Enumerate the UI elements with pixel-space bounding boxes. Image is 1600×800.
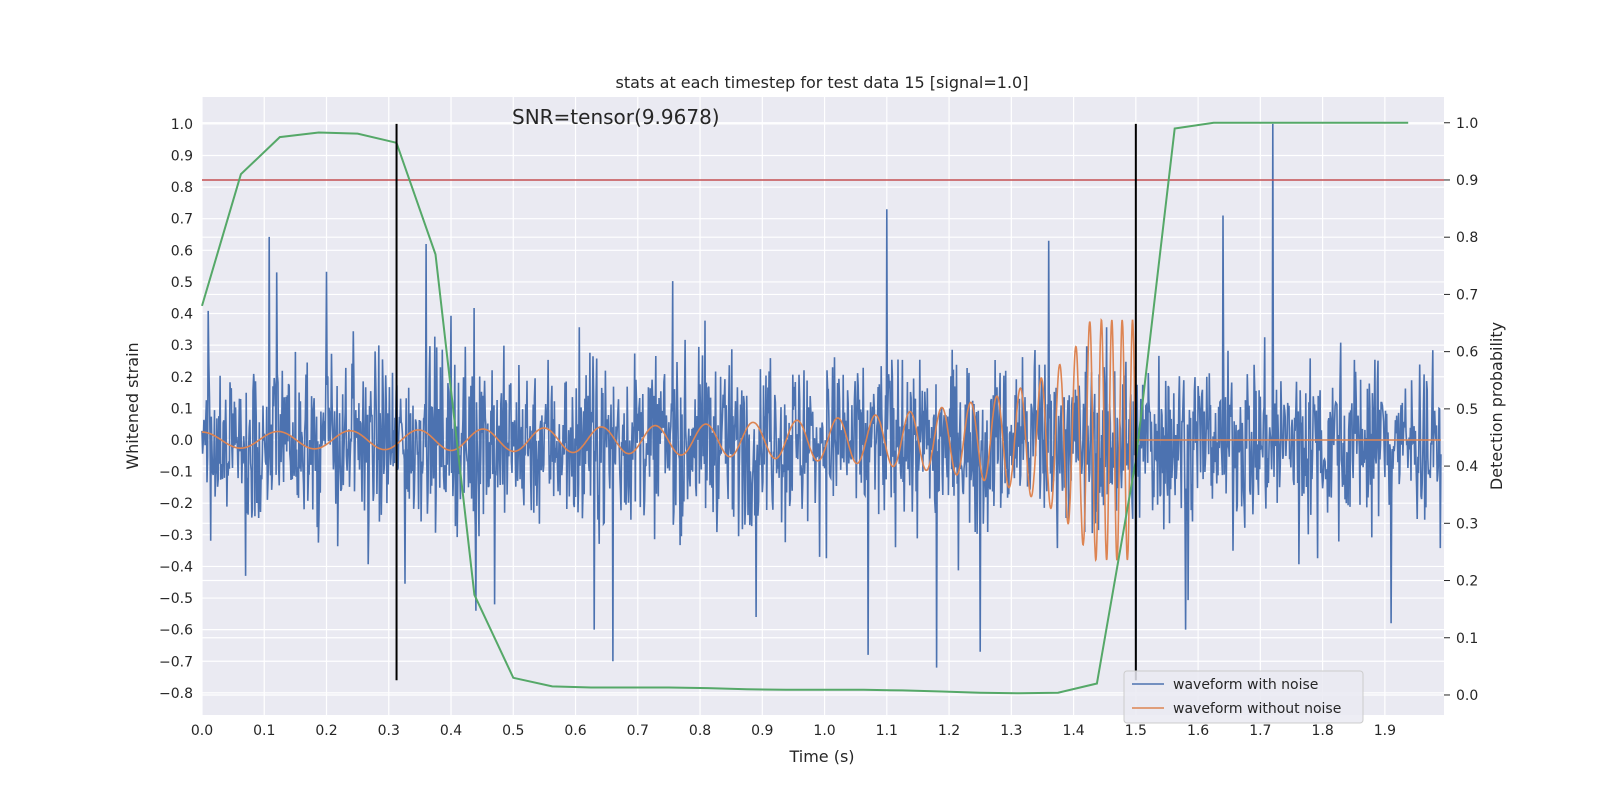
x-tick-label: 1.1 xyxy=(876,723,898,739)
y-left-tick-label: 0.5 xyxy=(171,275,193,291)
x-tick-label: 1.4 xyxy=(1062,723,1084,739)
legend-label-noise: waveform with noise xyxy=(1173,677,1318,693)
y-left-tick-label: −0.1 xyxy=(159,465,193,481)
y-right-tick-label: 0.9 xyxy=(1456,173,1478,189)
y-left-tick-label: 0.3 xyxy=(171,338,193,354)
x-tick-label: 1.6 xyxy=(1187,723,1209,739)
y-right-tick-label: 0.5 xyxy=(1456,402,1478,418)
x-tick-label: 0.7 xyxy=(627,723,649,739)
y-left-tick-label: −0.6 xyxy=(159,623,193,639)
chart-title: stats at each timestep for test data 15 … xyxy=(616,73,1029,92)
y-right-tick-label: 0.3 xyxy=(1456,516,1478,532)
x-tick-label: 1.2 xyxy=(938,723,960,739)
y-left-tick-label: 0.9 xyxy=(171,148,193,164)
y-left-tick-label: −0.3 xyxy=(159,528,193,544)
legend-label-clean: waveform without noise xyxy=(1173,701,1341,717)
y-right-tick-label: 0.6 xyxy=(1456,345,1478,361)
x-tick-label: 0.1 xyxy=(253,723,275,739)
y-left-tick-label: 0.2 xyxy=(171,370,193,386)
y-left-tick-label: −0.7 xyxy=(159,654,193,670)
y-right-tick-label: 0.7 xyxy=(1456,287,1478,303)
x-tick-label: 1.5 xyxy=(1125,723,1147,739)
x-tick-label: 0.5 xyxy=(502,723,524,739)
y-left-tick-label: −0.5 xyxy=(159,591,193,607)
legend-box xyxy=(1123,670,1364,724)
y-left-tick-label: 0.1 xyxy=(171,401,193,417)
y-left-tick-label: −0.4 xyxy=(159,559,193,575)
x-tick-label: 1.0 xyxy=(813,723,835,739)
y-right-tick-label: 0.8 xyxy=(1456,230,1478,246)
y-left-tick-label: 0.8 xyxy=(171,180,193,196)
y-left-tick-label: 1.0 xyxy=(171,117,193,133)
y-left-axis-label: Whitened strain xyxy=(123,342,142,469)
x-tick-label: 0.3 xyxy=(378,723,400,739)
series-layer xyxy=(201,121,1444,695)
y-left-tick-label: 0.7 xyxy=(171,212,193,228)
x-tick-label: 1.7 xyxy=(1249,723,1271,739)
y-left-tick-label: 0.6 xyxy=(171,243,193,259)
ticks-layer: 0.0 0.1 0.2 0.3 0.4 0.5 0.6 0.7 0.8 0.9 1.0 1.1 1.2 1… xyxy=(159,116,1478,739)
x-tick-label: 1.3 xyxy=(1000,723,1022,739)
x-tick-label: 0.4 xyxy=(440,723,462,739)
x-tick-label: 1.8 xyxy=(1311,723,1333,739)
y-left-tick-label: 0.4 xyxy=(171,307,193,323)
detection-probability-line xyxy=(201,121,1409,695)
x-tick-label: 0.9 xyxy=(751,723,773,739)
y-right-tick-label: 1.0 xyxy=(1456,116,1478,132)
y-right-tick-label: 0.2 xyxy=(1456,574,1478,590)
waveform-with-noise-line xyxy=(201,123,1442,681)
y-right-tick-label: 0.4 xyxy=(1456,459,1478,475)
x-tick-label: 0.8 xyxy=(689,723,711,739)
y-left-tick-label: −0.2 xyxy=(159,496,193,512)
legend: waveform with noise waveform without noi… xyxy=(1123,670,1364,724)
y-right-tick-label: 0.0 xyxy=(1456,688,1478,704)
x-tick-label: 0.2 xyxy=(315,723,337,739)
x-tick-label: 0.0 xyxy=(191,723,213,739)
y-right-tick-label: 0.1 xyxy=(1456,631,1478,647)
waveform-without-noise-line xyxy=(202,318,1441,563)
x-tick-label: 0.6 xyxy=(564,723,586,739)
x-axis-label: Time (s) xyxy=(788,747,854,766)
snr-annotation: SNR=tensor(9.9678) xyxy=(512,105,720,129)
y-left-tick-label: −0.8 xyxy=(159,686,193,702)
x-tick-label: 1.9 xyxy=(1374,723,1396,739)
y-left-tick-label: 0.0 xyxy=(171,433,193,449)
y-right-axis-label: Detection probability xyxy=(1487,322,1506,490)
